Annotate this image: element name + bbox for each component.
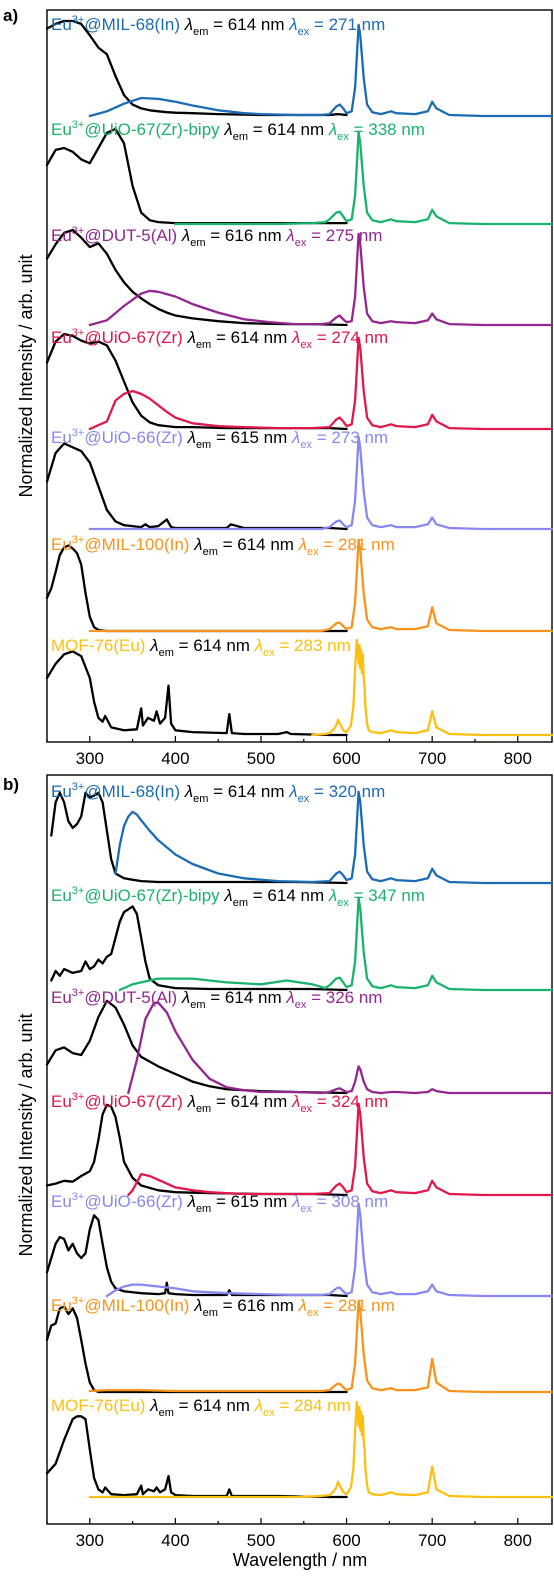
emission-trace-b-6 [88, 1299, 554, 1394]
emission-trace-b-4 [127, 1102, 554, 1197]
sample-label-b-5: Eu3+@UiO-66(Zr) λem = 615 nm λex = 308 n… [51, 1191, 388, 1215]
sample-label-a-3: Eu3+@DUT-5(Al) λem = 616 nm λex = 275 nm [51, 225, 382, 249]
x-tick-label-a: 500 [247, 749, 275, 768]
x-tick-label-b: 800 [504, 1531, 532, 1550]
x-tick-label-a: 700 [418, 749, 446, 768]
plot-frame-a [46, 9, 553, 743]
emission-trace-a-6 [88, 538, 554, 633]
x-tick-label-a: 800 [504, 749, 532, 768]
plot-frame-b [46, 774, 553, 1525]
emission-trace-b-5 [105, 1202, 554, 1298]
x-tick-label-b: 600 [332, 1531, 360, 1550]
emission-trace-a-1 [88, 23, 554, 118]
x-tick-label-a: 300 [76, 749, 104, 768]
emission-trace-a-7 [311, 638, 554, 737]
emission-trace-a-3 [88, 232, 554, 327]
sample-label-a-6: Eu3+@MIL-100(In) λem = 614 nm λex = 281 … [51, 534, 395, 558]
excitation-trace-a-7 [45, 650, 348, 737]
emission-trace-b-3 [127, 1001, 554, 1095]
excitation-trace-a-4 [45, 332, 348, 431]
emission-trace-a-2 [174, 130, 554, 226]
sample-label-a-7: MOF-76(Eu) λem = 614 nm λex = 283 nm [51, 636, 351, 659]
emission-trace-a-5 [88, 435, 554, 531]
excitation-trace-a-2 [45, 127, 348, 225]
sample-label-b-2: Eu3+@UiO-67(Zr)-bipy λem = 614 nm λex = … [51, 885, 425, 909]
excitation-trace-b-2 [50, 905, 348, 992]
x-axis-label: Wavelength / nm [233, 1550, 367, 1570]
excitation-trace-b-7 [45, 1415, 348, 1499]
x-tick-label-b: 500 [247, 1531, 275, 1550]
sample-label-b-4: Eu3+@UiO-67(Zr) λem = 614 nm λex = 324 n… [51, 1091, 388, 1115]
emission-trace-b-2 [118, 896, 554, 992]
excitation-trace-b-5 [45, 1214, 348, 1298]
sample-label-a-2: Eu3+@UiO-67(Zr)-bipy λem = 614 nm λex = … [51, 119, 425, 143]
excitation-trace-b-6 [45, 1305, 348, 1394]
x-tick-label-a: 600 [332, 749, 360, 768]
excitation-trace-b-3 [45, 999, 348, 1095]
x-tick-label-b: 300 [76, 1531, 104, 1550]
emission-trace-a-4 [88, 336, 554, 431]
excitation-trace-a-6 [45, 544, 348, 633]
x-tick-label-a: 400 [161, 749, 189, 768]
panel-label-b: b) [3, 775, 19, 794]
excitation-trace-b-1 [50, 791, 348, 885]
sample-label-b-3: Eu3+@DUT-5(Al) λem = 614 nm λex = 326 nm [51, 987, 382, 1011]
sample-label-a-5: Eu3+@UiO-66(Zr) λem = 615 nm λex = 273 n… [51, 427, 388, 451]
sample-label-b-1: Eu3+@MIL-68(In) λem = 614 nm λex = 320 n… [51, 781, 385, 805]
excitation-trace-b-4 [45, 1103, 348, 1197]
x-tick-label-b: 700 [418, 1531, 446, 1550]
y-axis-label-a: Normalized Intensity / arb. unit [16, 254, 36, 497]
x-tick-label-b: 400 [161, 1531, 189, 1550]
excitation-trace-a-5 [45, 442, 348, 531]
sample-label-b-7: MOF-76(Eu) λem = 614 nm λex = 284 nm [51, 1396, 351, 1419]
emission-trace-b-7 [88, 1400, 554, 1499]
excitation-trace-a-3 [45, 228, 348, 327]
sample-label-a-4: Eu3+@UiO-67(Zr) λem = 614 nm λex = 274 n… [51, 327, 388, 351]
panel-label-a: a) [3, 6, 18, 25]
sample-label-b-6: Eu3+@MIL-100(In) λem = 616 nm λex = 281 … [51, 1295, 395, 1319]
sample-label-a-1: Eu3+@MIL-68(In) λem = 614 nm λex = 271 n… [51, 14, 385, 38]
emission-trace-b-1 [114, 790, 554, 885]
y-axis-label-b: Normalized Intensity / arb. unit [16, 1013, 36, 1256]
